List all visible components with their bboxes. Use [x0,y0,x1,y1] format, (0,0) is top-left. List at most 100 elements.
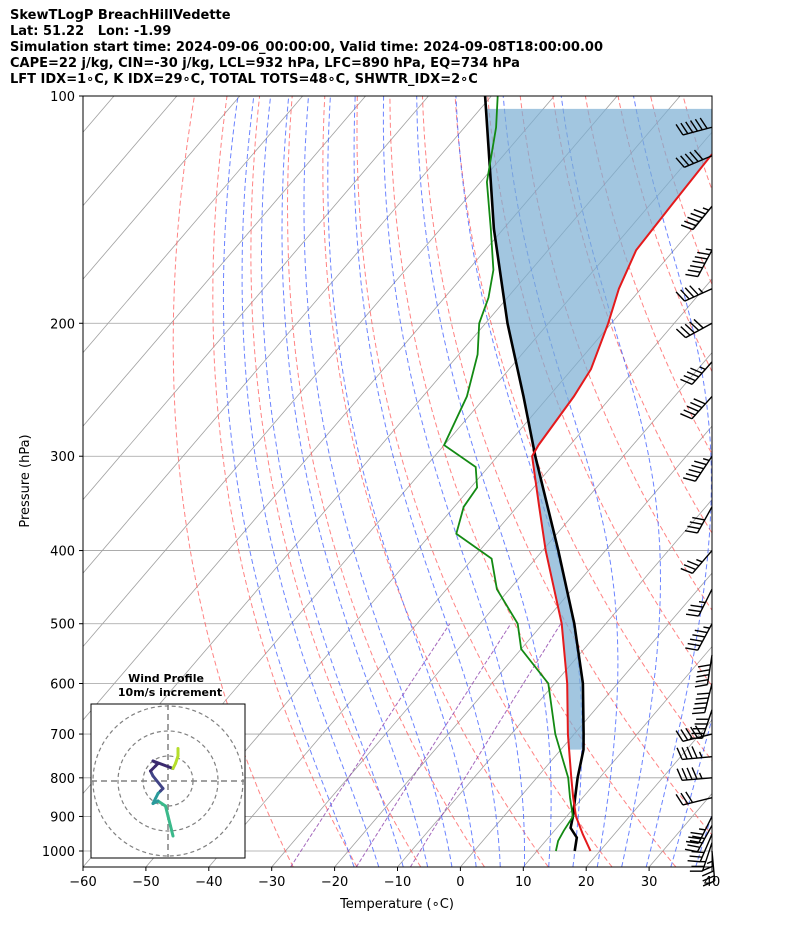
barb-flag [702,875,715,882]
barb-flag [683,374,696,382]
wind-barb [682,455,713,482]
barb-flag [696,674,710,678]
barb-flag [689,521,703,525]
barb-flag [691,767,698,780]
barb-flag [690,212,703,219]
y-tick-label: 500 [50,618,75,633]
x-tick-label: 10 [515,875,532,890]
barb-flag [694,683,708,688]
moist-adiabat [261,96,404,867]
wind-barb [687,833,713,863]
chart-header: SkewTLogP BreachHillVedette Lat: 51.22 L… [10,8,603,88]
dry-adiabat [212,96,358,867]
barb-half-flag [698,287,704,294]
dry-adiabat [250,96,422,867]
barb-half-flag [698,601,706,604]
barb-flag [688,468,702,474]
barb-flag [676,768,683,781]
moist-adiabat [303,96,453,867]
barb-flag [690,367,703,374]
barb-flag [685,473,699,478]
barb-flag [690,264,703,269]
barb-flag [692,835,705,840]
barb-flag [691,746,698,759]
moist-adiabat [560,96,661,867]
barb-flag [693,149,704,161]
barb-flag [689,839,703,844]
wind-barb [676,746,713,761]
y-tick-label: 700 [50,728,75,743]
dry-adiabat [322,96,549,867]
x-tick-label: 30 [641,875,658,890]
barb-flag [680,378,693,385]
cape-line: CAPE=22 j/kg, CIN=-30 j/kg, LCL=932 hPa,… [10,56,520,71]
barb-flag [694,629,708,634]
barb-flag [675,793,684,806]
barb-flag [684,323,695,334]
location-line: Lat: 51.22 Lon: -1.99 [10,24,172,39]
barb-flag [686,746,693,759]
isotherm [83,96,492,574]
barb-flag [687,269,701,273]
barb-flag [692,634,706,638]
dry-adiabat [748,96,794,867]
wind-barb [675,318,713,339]
inset-subtitle: 10m/s increment [118,686,222,699]
wind-barb [675,149,713,168]
barb-flag [701,870,715,877]
barb-flag [675,291,686,302]
barb-flag [684,529,698,534]
x-tick-label: −40 [195,875,222,890]
isotherm [83,96,555,648]
barb-flag [687,860,701,863]
barb-flag [675,124,684,136]
barb-flag [690,831,704,836]
barb-flag [687,216,700,223]
barb-half-flag [702,207,710,211]
hodograph-segment [151,759,175,770]
barb-flag [680,326,691,336]
barb-flag [685,121,694,133]
barb-flag [684,220,697,227]
x-axis-label: Temperature (∘C) [339,897,454,912]
temperature-line [531,152,712,852]
dry-adiabat [650,96,712,286]
barb-flag [680,155,690,166]
barb-flag [680,122,689,135]
wind-barb [689,842,713,872]
parcel-path-line [483,96,585,852]
barb-flag [693,707,706,710]
barb-flag [693,318,704,329]
barb-flag [681,768,688,781]
barb-flag [692,516,705,521]
isotherm [397,498,712,867]
mixing-ratio-line [290,623,451,867]
isotherm [83,96,429,501]
barb-flag [692,260,706,265]
barb-flag [689,120,699,132]
barb-flag [690,401,703,409]
barb-flag [685,613,699,617]
isotherm [775,96,794,867]
barb-flag [675,157,685,168]
barb-flag [686,405,699,412]
y-tick-label: 300 [50,450,75,465]
moist-adiabat [241,96,380,867]
barb-flag [686,371,699,378]
dry-adiabat [519,96,712,612]
barb-flag [687,560,700,567]
isotherm [334,425,712,867]
barb-flag [687,642,701,647]
barb-flag [687,844,700,848]
wind-barb [684,825,713,853]
barb-half-flag [699,366,706,371]
hodograph-segment [156,799,167,808]
barb-flag [697,669,710,673]
x-tick-label: −60 [69,875,96,890]
hodograph-segment [151,774,165,790]
y-tick-label: 200 [50,317,75,332]
cape-area [485,108,712,750]
dry-adiabat [781,96,794,867]
barb-flag [696,692,710,695]
barb-half-flag [698,751,703,758]
